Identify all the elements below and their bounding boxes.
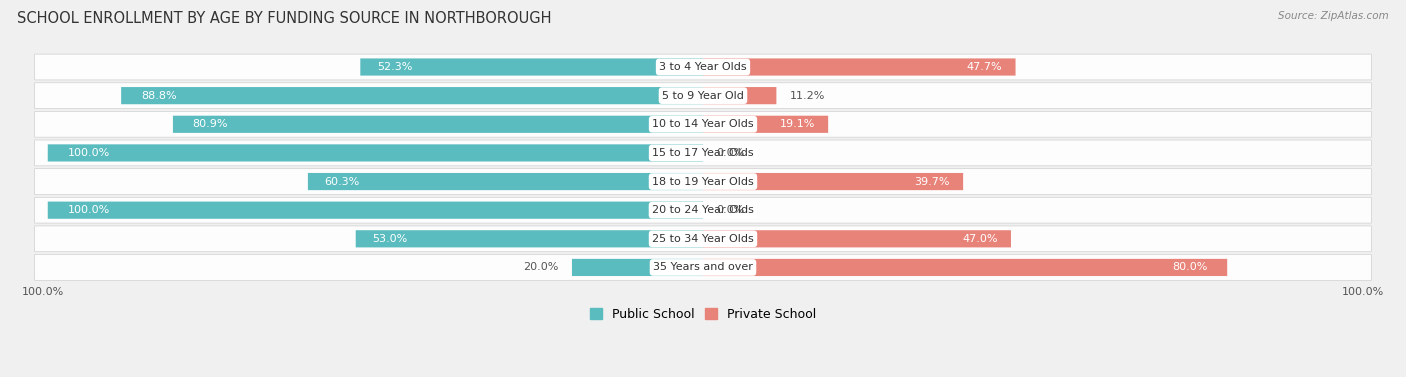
Text: 47.7%: 47.7% (967, 62, 1002, 72)
Text: 47.0%: 47.0% (962, 234, 998, 244)
FancyBboxPatch shape (703, 259, 1227, 276)
FancyBboxPatch shape (35, 111, 1371, 137)
Text: 19.1%: 19.1% (780, 119, 815, 129)
FancyBboxPatch shape (308, 173, 703, 190)
FancyBboxPatch shape (35, 140, 1371, 166)
FancyBboxPatch shape (48, 202, 703, 219)
Text: 10 to 14 Year Olds: 10 to 14 Year Olds (652, 119, 754, 129)
FancyBboxPatch shape (703, 58, 1015, 76)
Text: 5 to 9 Year Old: 5 to 9 Year Old (662, 90, 744, 101)
Text: 3 to 4 Year Olds: 3 to 4 Year Olds (659, 62, 747, 72)
FancyBboxPatch shape (703, 116, 828, 133)
FancyBboxPatch shape (35, 54, 1371, 80)
FancyBboxPatch shape (173, 116, 703, 133)
Text: 100.0%: 100.0% (67, 205, 110, 215)
Text: SCHOOL ENROLLMENT BY AGE BY FUNDING SOURCE IN NORTHBOROUGH: SCHOOL ENROLLMENT BY AGE BY FUNDING SOUR… (17, 11, 551, 26)
Text: 25 to 34 Year Olds: 25 to 34 Year Olds (652, 234, 754, 244)
FancyBboxPatch shape (360, 58, 703, 76)
Text: 0.0%: 0.0% (716, 205, 744, 215)
FancyBboxPatch shape (35, 226, 1371, 252)
FancyBboxPatch shape (703, 87, 776, 104)
Text: 100.0%: 100.0% (21, 287, 63, 297)
FancyBboxPatch shape (703, 230, 1011, 247)
Text: 80.9%: 80.9% (193, 119, 228, 129)
Text: 0.0%: 0.0% (716, 148, 744, 158)
FancyBboxPatch shape (356, 230, 703, 247)
Text: 60.3%: 60.3% (325, 176, 360, 187)
FancyBboxPatch shape (48, 144, 703, 161)
FancyBboxPatch shape (35, 83, 1371, 109)
FancyBboxPatch shape (35, 254, 1371, 280)
FancyBboxPatch shape (121, 87, 703, 104)
Text: 100.0%: 100.0% (1343, 287, 1385, 297)
FancyBboxPatch shape (703, 173, 963, 190)
FancyBboxPatch shape (35, 169, 1371, 195)
Text: 100.0%: 100.0% (67, 148, 110, 158)
Text: 52.3%: 52.3% (377, 62, 412, 72)
Text: 11.2%: 11.2% (790, 90, 825, 101)
Text: 18 to 19 Year Olds: 18 to 19 Year Olds (652, 176, 754, 187)
Text: 53.0%: 53.0% (373, 234, 408, 244)
Text: 35 Years and over: 35 Years and over (652, 262, 754, 273)
Text: Source: ZipAtlas.com: Source: ZipAtlas.com (1278, 11, 1389, 21)
Text: 80.0%: 80.0% (1173, 262, 1208, 273)
Text: 39.7%: 39.7% (914, 176, 950, 187)
Text: 20.0%: 20.0% (523, 262, 558, 273)
FancyBboxPatch shape (572, 259, 703, 276)
Legend: Public School, Private School: Public School, Private School (585, 303, 821, 326)
Text: 88.8%: 88.8% (141, 90, 176, 101)
FancyBboxPatch shape (35, 197, 1371, 223)
Text: 15 to 17 Year Olds: 15 to 17 Year Olds (652, 148, 754, 158)
Text: 20 to 24 Year Olds: 20 to 24 Year Olds (652, 205, 754, 215)
